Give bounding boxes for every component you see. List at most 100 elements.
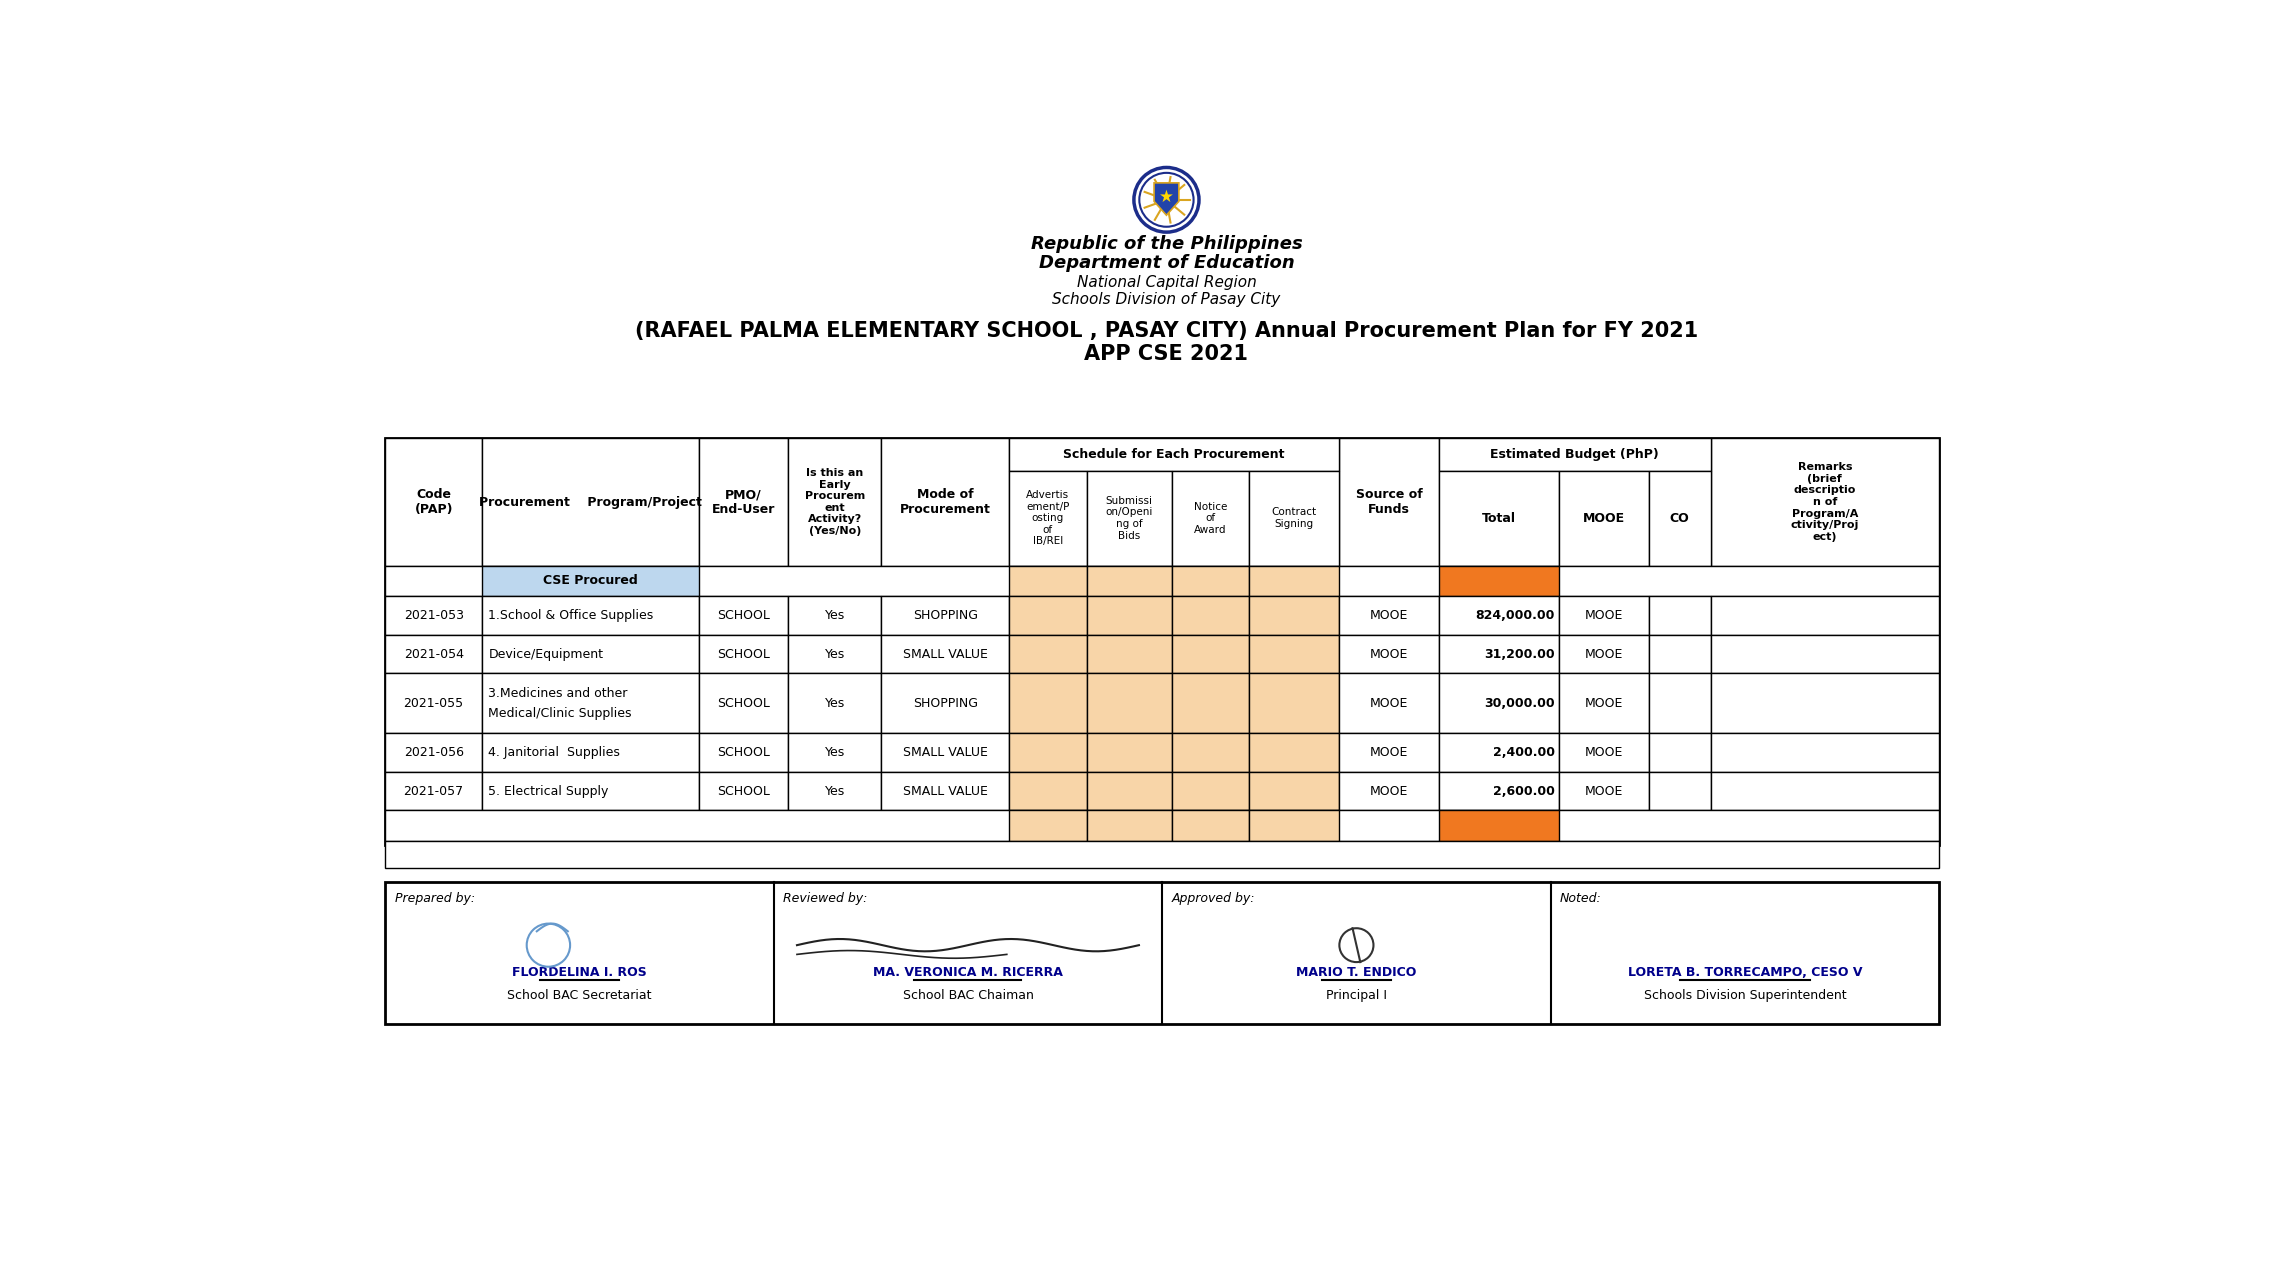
Bar [1172, 566, 1250, 596]
Text: Yes: Yes [824, 696, 844, 710]
Bar [699, 772, 787, 810]
Bar [1648, 772, 1712, 810]
Text: 1.School & Office Supplies: 1.School & Office Supplies [489, 609, 653, 622]
Text: Remarks
(brief
descriptio
n of
Program/A
ctivity/Proj
ect): Remarks (brief descriptio n of Program/A… [1791, 462, 1859, 541]
Bar [1172, 471, 1250, 566]
Bar [385, 772, 483, 810]
Bar [1086, 596, 1172, 635]
Text: SCHOOL: SCHOOL [717, 746, 769, 759]
Bar [385, 733, 483, 772]
Bar [1712, 596, 1939, 635]
Bar [787, 596, 881, 635]
Text: SMALL VALUE: SMALL VALUE [904, 746, 988, 759]
Bar [1338, 635, 1438, 673]
Text: MARIO T. ENDICO: MARIO T. ENDICO [1297, 966, 1416, 979]
Text: (RAFAEL PALMA ELEMENTARY SCHOOL , PASAY CITY) Annual Procurement Plan for FY 202: (RAFAEL PALMA ELEMENTARY SCHOOL , PASAY … [635, 321, 1698, 340]
Text: Schedule for Each Procurement: Schedule for Each Procurement [1063, 448, 1284, 461]
Bar [1086, 673, 1172, 733]
Bar [385, 596, 483, 635]
Bar [1250, 673, 1338, 733]
Bar [1172, 772, 1250, 810]
Bar [1712, 772, 1939, 810]
Text: Prepared by:: Prepared by: [394, 892, 476, 905]
Bar [1438, 439, 1712, 471]
Text: Advertis
ement/P
osting
of
IB/REI: Advertis ement/P osting of IB/REI [1026, 490, 1070, 547]
Bar [787, 733, 881, 772]
Bar [385, 882, 1939, 1024]
Bar [1008, 772, 1086, 810]
Text: Principal I: Principal I [1327, 989, 1386, 1002]
Bar [483, 596, 699, 635]
Bar [1712, 733, 1939, 772]
Text: CSE Procured: CSE Procured [544, 575, 637, 588]
Bar [1250, 772, 1338, 810]
Bar [1172, 673, 1250, 733]
Text: 2021-053: 2021-053 [403, 609, 464, 622]
Text: Department of Education: Department of Education [1038, 253, 1295, 271]
Bar [1250, 635, 1338, 673]
Bar [1559, 772, 1648, 810]
Bar [1338, 596, 1438, 635]
Bar [1008, 439, 1338, 471]
Bar [385, 841, 1939, 868]
Polygon shape [1154, 183, 1179, 215]
Bar [1250, 596, 1338, 635]
Bar [1438, 471, 1559, 566]
Text: MOOE: MOOE [1584, 696, 1623, 710]
Text: Procurement    Program/Project: Procurement Program/Project [480, 495, 701, 508]
Bar [1559, 673, 1648, 733]
Bar [1338, 733, 1438, 772]
Text: SHOPPING: SHOPPING [913, 696, 979, 710]
Text: MOOE: MOOE [1370, 609, 1409, 622]
Bar [385, 810, 1939, 841]
Text: SMALL VALUE: SMALL VALUE [904, 785, 988, 797]
Text: MOOE: MOOE [1584, 746, 1623, 759]
Bar [385, 439, 483, 566]
Text: Source of
Funds: Source of Funds [1356, 488, 1422, 516]
Bar [699, 635, 787, 673]
Bar [1008, 635, 1086, 673]
Text: SCHOOL: SCHOOL [717, 696, 769, 710]
Bar [385, 635, 483, 673]
Text: 3.Medicines and other: 3.Medicines and other [489, 686, 628, 700]
Bar [1438, 566, 1559, 596]
Text: CO: CO [1671, 512, 1689, 525]
Text: Device/Equipment: Device/Equipment [489, 648, 603, 660]
Bar [881, 772, 1008, 810]
Bar [1338, 772, 1438, 810]
Text: Reviewed by:: Reviewed by: [783, 892, 867, 905]
Text: MOOE: MOOE [1370, 696, 1409, 710]
Bar [699, 439, 787, 566]
Text: School BAC Chaiman: School BAC Chaiman [904, 989, 1033, 1002]
Text: Code
(PAP): Code (PAP) [414, 488, 453, 516]
Text: Contract
Signing: Contract Signing [1272, 507, 1316, 529]
Bar [1250, 471, 1338, 566]
Text: MOOE: MOOE [1370, 746, 1409, 759]
Bar [1648, 635, 1712, 673]
Bar [483, 772, 699, 810]
Bar [483, 635, 699, 673]
Text: SCHOOL: SCHOOL [717, 609, 769, 622]
Text: Schools Division of Pasay City: Schools Division of Pasay City [1052, 292, 1281, 307]
Text: 4. Janitorial  Supplies: 4. Janitorial Supplies [489, 746, 619, 759]
Text: MOOE: MOOE [1584, 785, 1623, 797]
Text: ★: ★ [1158, 188, 1174, 206]
Bar [881, 439, 1008, 566]
Bar [1008, 673, 1086, 733]
Bar [1712, 439, 1939, 566]
Bar [1086, 566, 1172, 596]
Bar [1438, 635, 1559, 673]
Bar [787, 772, 881, 810]
Bar [1648, 673, 1712, 733]
Text: National Capital Region: National Capital Region [1077, 275, 1256, 289]
Bar [1648, 733, 1712, 772]
Text: MOOE: MOOE [1370, 785, 1409, 797]
Text: MA. VERONICA M. RICERRA: MA. VERONICA M. RICERRA [874, 966, 1063, 979]
Bar [1438, 733, 1559, 772]
Bar [385, 566, 1939, 596]
Text: Yes: Yes [824, 746, 844, 759]
Text: Approved by:: Approved by: [1172, 892, 1254, 905]
Text: 2021-056: 2021-056 [403, 746, 464, 759]
Bar [699, 596, 787, 635]
Text: Submissi
on/Openi
ng of
Bids: Submissi on/Openi ng of Bids [1106, 495, 1154, 540]
